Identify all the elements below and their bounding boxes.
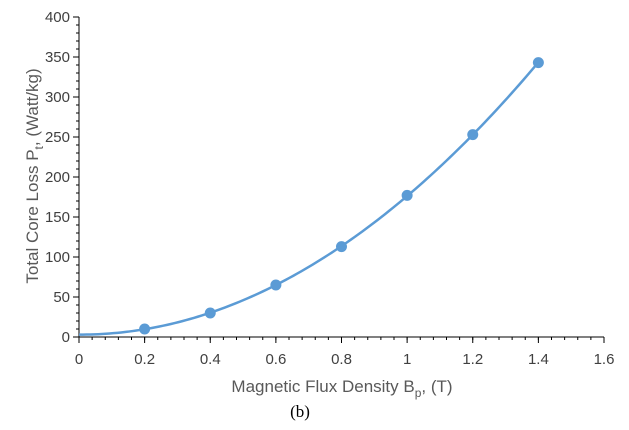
x-axis-label-suffix: , (T) [421, 377, 452, 396]
x-tick-label: 1.6 [594, 351, 615, 368]
figure-caption: (b) [290, 402, 310, 421]
x-tick-label: 0.8 [331, 351, 352, 368]
x-axis-label: Magnetic Flux Density Bp, (T) [231, 377, 452, 400]
y-axis-label-text: Total Core Loss P [23, 149, 42, 283]
y-tick-label: 400 [45, 9, 70, 26]
y-axis-label: Total Core Loss Pt, (Watt/kg) [23, 68, 46, 283]
x-tick-label: 0.2 [134, 351, 155, 368]
axes [73, 16, 605, 343]
y-tick-label: 150 [45, 209, 70, 226]
x-axis-label-subscript: p [415, 386, 422, 400]
x-tick-label: 1.4 [528, 351, 549, 368]
x-tick-label: 0 [75, 351, 83, 368]
y-axis-label-suffix: , (Watt/kg) [23, 68, 42, 146]
y-axis-label-subscript: t [32, 145, 46, 149]
x-axis-label-text: Magnetic Flux Density B [231, 377, 414, 396]
data-point [270, 279, 282, 291]
y-tick-label: 300 [45, 89, 70, 106]
data-point [204, 307, 216, 319]
x-tick-label: 1 [403, 351, 411, 368]
x-tick-label: 0.4 [200, 351, 221, 368]
data-point [401, 189, 413, 201]
y-tick-label: 0 [62, 329, 70, 346]
x-tick-label: 1.2 [462, 351, 483, 368]
x-tick-label: 0.6 [265, 351, 286, 368]
plot-area [78, 57, 544, 336]
y-tick-label: 250 [45, 129, 70, 146]
data-point [336, 241, 347, 253]
x-tick-labels: 0 0.2 0.4 0.6 0.8 1 1.2 1.4 1.6 [75, 351, 615, 368]
y-tick-label: 200 [45, 169, 70, 186]
data-point [532, 57, 544, 69]
y-tick-label: 350 [45, 49, 70, 66]
data-point [467, 129, 479, 141]
y-tick-label: 50 [53, 289, 70, 306]
data-point [139, 323, 151, 335]
series-trendline [78, 61, 540, 336]
y-tick-labels: 0 50 100 150 200 250 300 350 400 [45, 9, 70, 346]
y-tick-label: 100 [45, 249, 70, 266]
